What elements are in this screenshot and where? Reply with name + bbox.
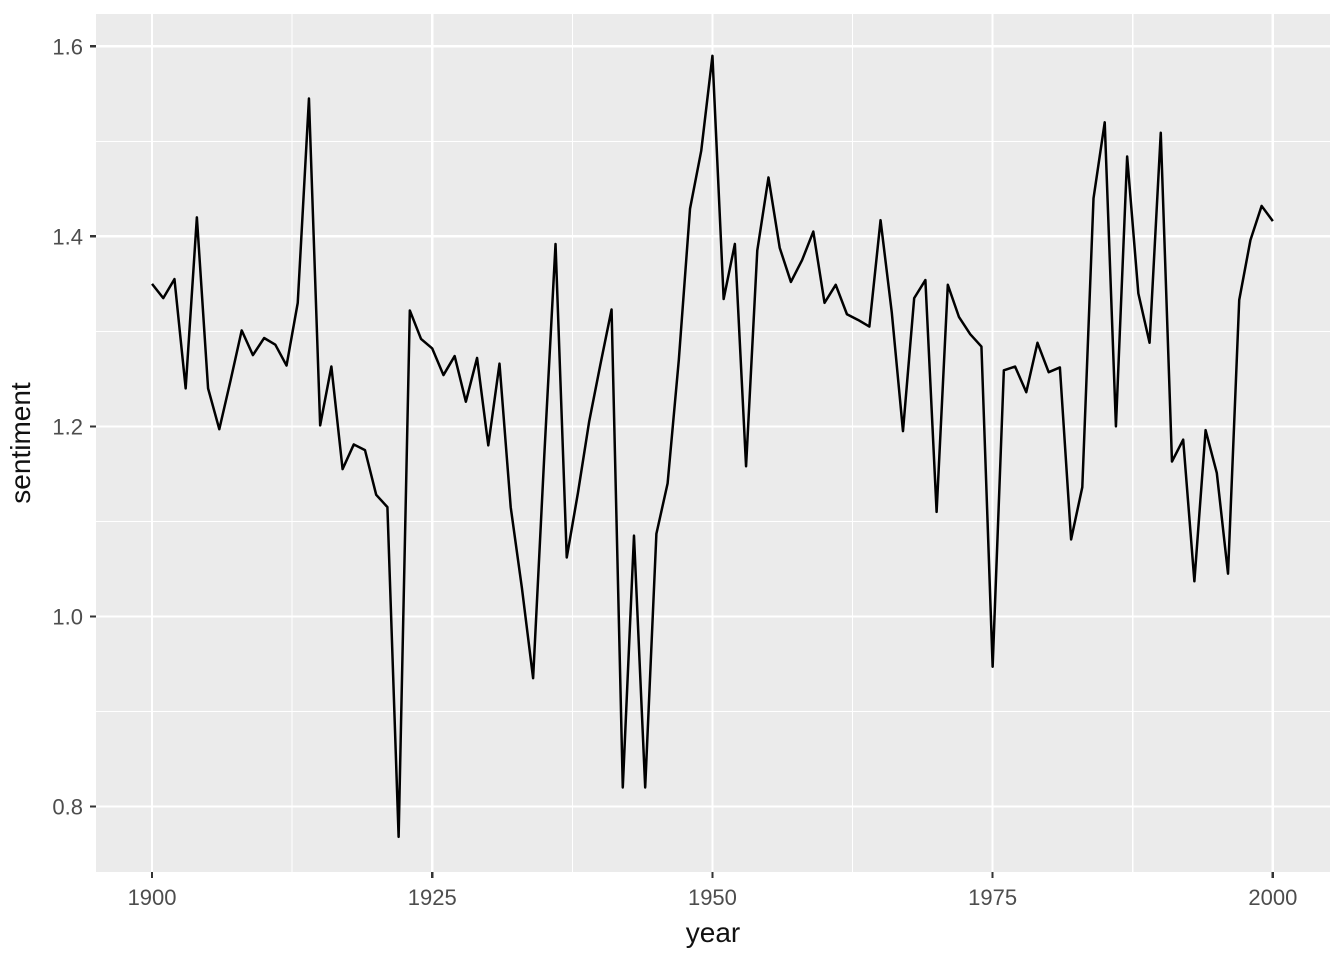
y-tick-label: 1.2 [52,414,83,439]
x-tick-label: 1925 [408,885,457,910]
y-axis-title: sentiment [5,382,36,504]
y-tick-label: 0.8 [52,794,83,819]
y-axis-tick-labels: 0.8 1.0 1.2 1.4 1.6 [52,34,83,819]
x-tick-label: 1950 [688,885,737,910]
sentiment-series-line [151,54,1274,839]
y-tick-label: 1.0 [52,604,83,629]
x-tick-label: 1975 [968,885,1017,910]
y-tick-label: 1.6 [52,34,83,59]
x-tick-label: 2000 [1248,885,1297,910]
major-gridlines [96,14,1330,872]
x-tick-label: 1900 [128,885,177,910]
axis-tick-marks [90,45,1274,878]
y-tick-label: 1.4 [52,224,83,249]
x-axis-tick-labels: 1900 1925 1950 1975 2000 [128,885,1298,910]
x-axis-title: year [686,917,740,948]
